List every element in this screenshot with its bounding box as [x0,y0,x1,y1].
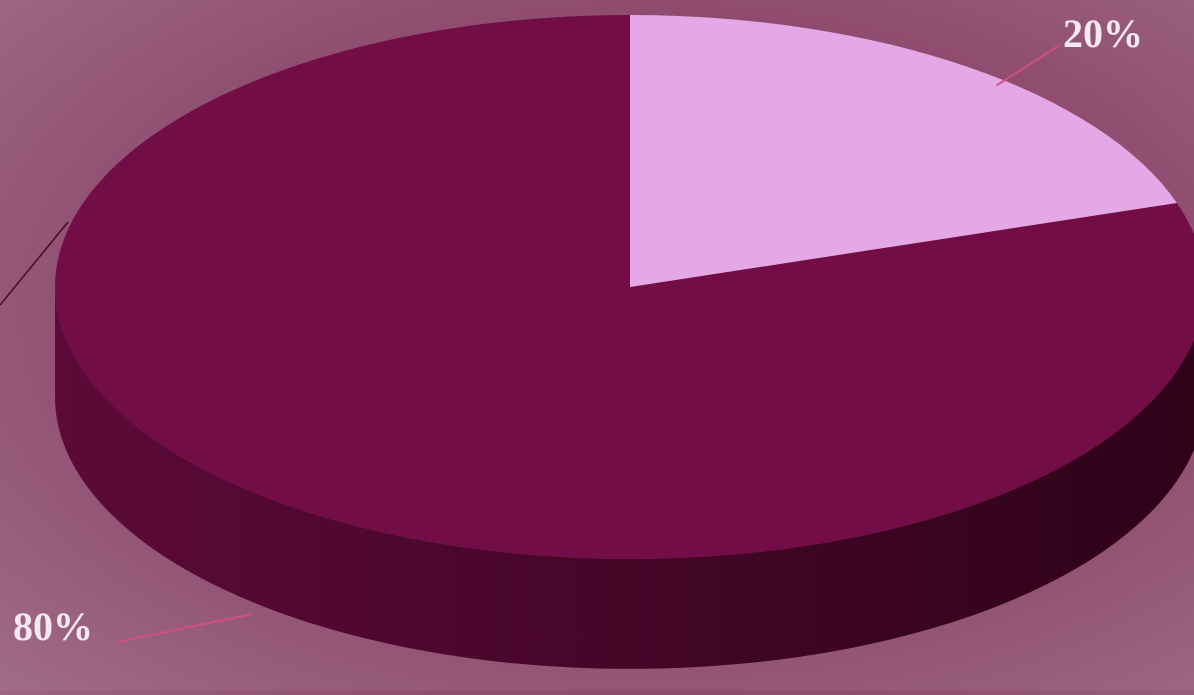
leader-line-80-upper [0,221,69,306]
data-label-20: 20% [1063,11,1143,56]
pie-slice-20 [630,15,1177,287]
pie-slice-80 [55,15,1194,559]
leader-line-80 [116,613,253,643]
data-label-80: 80% [13,604,93,649]
pie-side-wall [55,287,1194,669]
leader-line-20 [995,44,1061,87]
